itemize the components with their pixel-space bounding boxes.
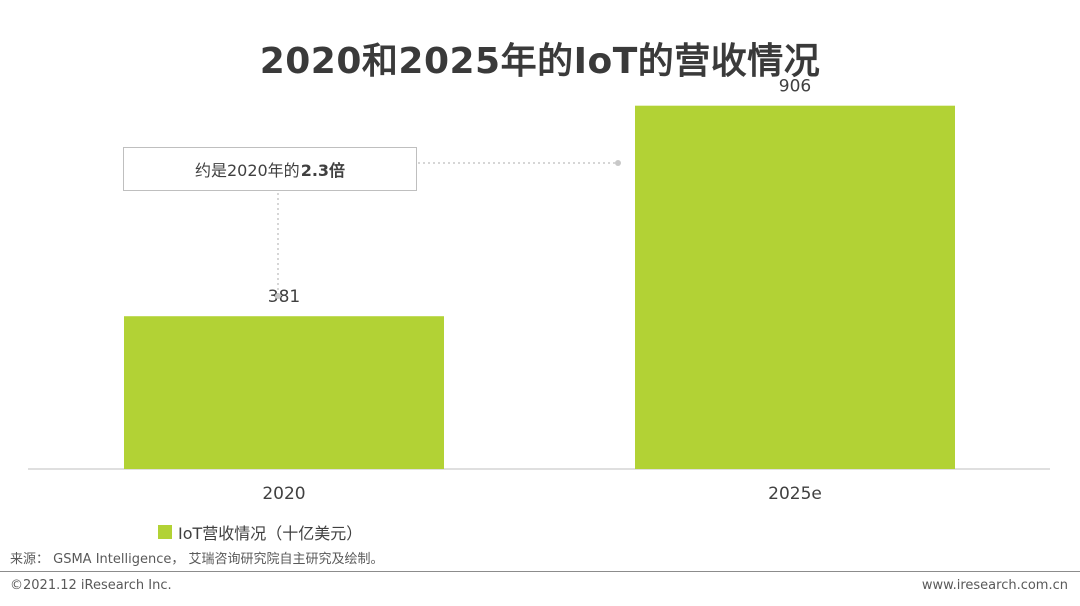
data-label-2020: 381 bbox=[268, 287, 300, 307]
chart-title: 2020和2025年的IoT的营收情况 bbox=[259, 41, 821, 82]
data-label-2025e: 906 bbox=[779, 77, 811, 97]
annotation-prefix: 约是2020年的 bbox=[194, 161, 300, 180]
connector-dot-2020 bbox=[275, 293, 281, 299]
connector-dot-2025e bbox=[615, 160, 621, 166]
growth-annotation: 约是2020年的 2.3倍 bbox=[123, 147, 417, 191]
legend-swatch bbox=[158, 525, 172, 539]
annotation-connector bbox=[275, 160, 621, 299]
legend: IoT营收情况（十亿美元） bbox=[158, 520, 362, 544]
x-tick-label-2020: 2020 bbox=[262, 484, 305, 504]
legend-label: IoT营收情况（十亿美元） bbox=[178, 524, 363, 543]
copyright: ©2021.12 iResearch Inc. bbox=[10, 578, 172, 593]
bar-2025e bbox=[635, 105, 955, 469]
x-tick-label-2025e: 2025e bbox=[768, 484, 822, 504]
annotation-highlight: 2.3倍 bbox=[300, 161, 346, 180]
source-note: 来源： GSMA Intelligence， 艾瑞咨询研究院自主研究及绘制。 bbox=[10, 552, 384, 567]
website-url: www.iresearch.com.cn bbox=[921, 578, 1068, 593]
bar-2020 bbox=[124, 316, 444, 469]
footer-divider bbox=[0, 571, 1080, 572]
bars-group: 381 2020 906 2025e bbox=[124, 77, 955, 504]
